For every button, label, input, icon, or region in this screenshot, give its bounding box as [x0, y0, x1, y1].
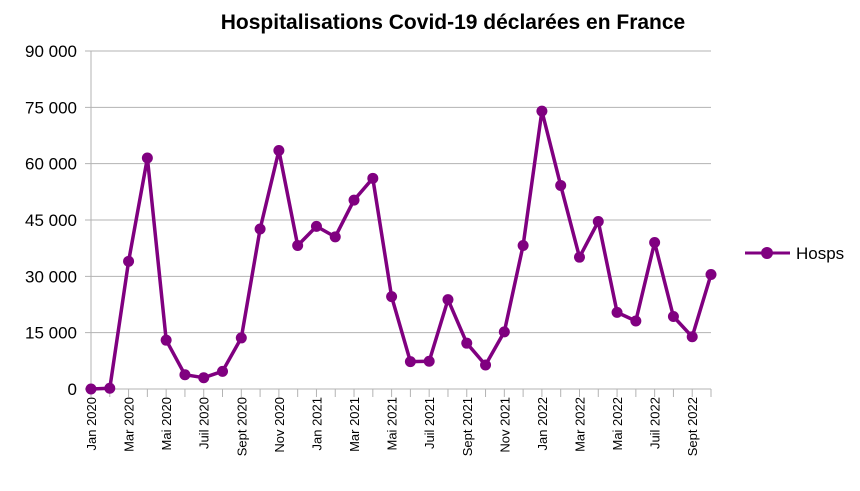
x-tick-label: Mar 2021	[347, 397, 362, 452]
data-point	[667, 311, 679, 323]
x-tick-label: Jan 2020	[84, 397, 99, 451]
x-tick-label: Sept 2022	[685, 397, 700, 456]
data-point	[480, 359, 492, 371]
data-point	[198, 372, 210, 384]
data-point	[517, 240, 529, 252]
data-point	[573, 251, 585, 263]
x-tick-label: Juil 2021	[422, 397, 437, 449]
y-tick-label: 75 000	[25, 98, 77, 117]
data-point	[123, 255, 135, 267]
x-tick-label: Mai 2021	[385, 397, 400, 450]
y-tick-label: 90 000	[25, 42, 77, 61]
x-tick-label: Jan 2021	[309, 397, 324, 451]
data-point	[442, 294, 454, 306]
gridlines	[85, 50, 711, 390]
chart-title: Hospitalisations Covid-19 déclarées en F…	[221, 11, 686, 34]
y-tick-label: 30 000	[25, 267, 77, 286]
data-point	[498, 326, 510, 338]
data-point	[310, 220, 322, 232]
data-point	[141, 152, 153, 164]
data-point	[348, 194, 360, 206]
data-point	[649, 237, 661, 249]
data-point	[273, 145, 285, 157]
data-point	[160, 334, 172, 346]
data-point	[705, 268, 717, 280]
data-point	[386, 291, 398, 303]
data-point	[423, 355, 435, 367]
x-tick-label: Sept 2021	[460, 397, 475, 456]
x-axis-tick-labels: Jan 2020 Mar 2020 Mai 2020 Juil 2020 Sept 20…	[84, 397, 700, 456]
data-point	[461, 337, 473, 349]
data-point	[536, 105, 548, 117]
series-line-hosps	[90, 109, 713, 391]
data-point	[630, 315, 642, 327]
x-tick-label: Nov 2021	[497, 397, 512, 453]
y-tick-label: 0	[68, 380, 77, 399]
x-tick-label: Mar 2022	[572, 397, 587, 452]
y-tick-label: 60 000	[25, 155, 77, 174]
x-tick-label: Nov 2020	[272, 397, 287, 453]
data-point	[235, 332, 247, 344]
y-axis-tick-labels: 0 15 000 30 000 45 000 60 000 75 000 90 000	[25, 42, 77, 399]
y-tick-label: 45 000	[25, 211, 77, 230]
data-point	[217, 365, 229, 377]
series-hosps	[85, 105, 717, 395]
legend-marker-icon	[761, 247, 773, 259]
y-tick-label: 15 000	[25, 324, 77, 343]
x-tick-label: Juil 2022	[648, 397, 663, 449]
data-point	[592, 216, 604, 228]
x-tick-label: Juil 2020	[197, 397, 212, 449]
data-point	[85, 383, 97, 395]
legend-label-hosps: Hosps	[796, 244, 844, 263]
x-tick-label: Jan 2022	[535, 397, 550, 451]
legend: Hosps	[745, 244, 844, 263]
axes	[90, 51, 712, 397]
data-point	[686, 331, 698, 343]
data-point	[367, 172, 379, 184]
data-point	[555, 179, 567, 191]
data-point	[179, 369, 191, 381]
x-tick-label: Mar 2020	[122, 397, 137, 452]
x-tick-label: Sept 2020	[234, 397, 249, 456]
data-point	[104, 382, 116, 394]
data-point	[292, 240, 304, 252]
data-point	[254, 223, 266, 235]
data-point	[404, 356, 416, 368]
data-point	[611, 306, 623, 318]
x-tick-label: Mai 2022	[610, 397, 625, 450]
data-point	[329, 231, 341, 243]
x-tick-label: Mai 2020	[159, 397, 174, 450]
